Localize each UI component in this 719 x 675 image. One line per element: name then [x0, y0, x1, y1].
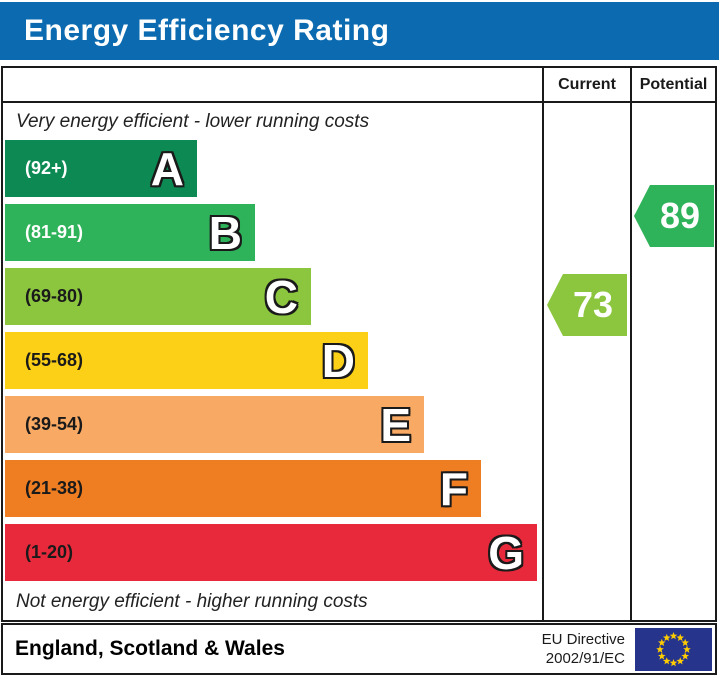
band-letter: F — [439, 462, 468, 515]
region-label: England, Scotland & Wales — [15, 637, 285, 660]
column-header-current: Current — [542, 68, 630, 101]
band-letter: A — [150, 142, 184, 195]
band-d: (55-68) D — [5, 332, 368, 389]
eu-directive-label: EU Directive 2002/91/EC — [542, 630, 625, 668]
header-spacer-cell — [3, 68, 542, 101]
title-bar: Energy Efficiency Rating — [0, 2, 719, 60]
potential-column: 89 — [630, 103, 715, 620]
band-range-label: (21-38) — [25, 478, 84, 498]
band-range-label: (92+) — [25, 158, 68, 178]
band-range-label: (1-20) — [25, 542, 74, 562]
band-letter: E — [380, 398, 411, 451]
eu-flag-stars — [656, 631, 691, 666]
eu-directive-line2: 2002/91/EC — [545, 650, 625, 667]
current-marker: 73 — [547, 274, 627, 336]
band-letter: D — [321, 334, 355, 387]
page-title: Energy Efficiency Rating — [24, 14, 390, 47]
band-letter: B — [208, 206, 242, 259]
bands-cell: Very energy efficient - lower running co… — [3, 103, 542, 620]
band-a: (92+) A — [5, 140, 197, 197]
rating-bands: (92+) A (81-91) B (69-80) C (55-68) D — [5, 140, 542, 581]
band-e: (39-54) E — [5, 396, 424, 453]
column-header-potential: Potential — [630, 68, 715, 101]
current-value: 73 — [572, 284, 614, 325]
band-f: (21-38) F — [5, 460, 481, 517]
footer-bar: England, Scotland & Wales EU Directive 2… — [1, 623, 717, 675]
potential-value: 89 — [659, 195, 701, 236]
rating-table: Current Potential Very energy efficient … — [1, 66, 717, 622]
table-body-row: Very energy efficient - lower running co… — [3, 103, 715, 620]
footer-right: EU Directive 2002/91/EC — [542, 627, 715, 671]
band-letter: G — [488, 526, 524, 579]
note-not-efficient: Not energy efficient - higher running co… — [16, 591, 368, 612]
potential-marker: 89 — [634, 185, 714, 247]
band-b: (81-91) B — [5, 204, 255, 261]
band-range-label: (55-68) — [25, 350, 84, 370]
table-header-row: Current Potential — [3, 68, 715, 103]
current-column: 73 — [542, 103, 630, 620]
band-g: (1-20) G — [5, 524, 537, 581]
band-c: (69-80) C — [5, 268, 311, 325]
eu-directive-line1: EU Directive — [541, 631, 625, 648]
band-range-label: (39-54) — [25, 414, 84, 434]
band-letter: C — [264, 270, 298, 323]
band-range-label: (81-91) — [25, 222, 84, 242]
eu-flag-icon — [635, 627, 712, 671]
band-range-label: (69-80) — [25, 286, 84, 306]
note-very-efficient: Very energy efficient - lower running co… — [16, 111, 370, 132]
